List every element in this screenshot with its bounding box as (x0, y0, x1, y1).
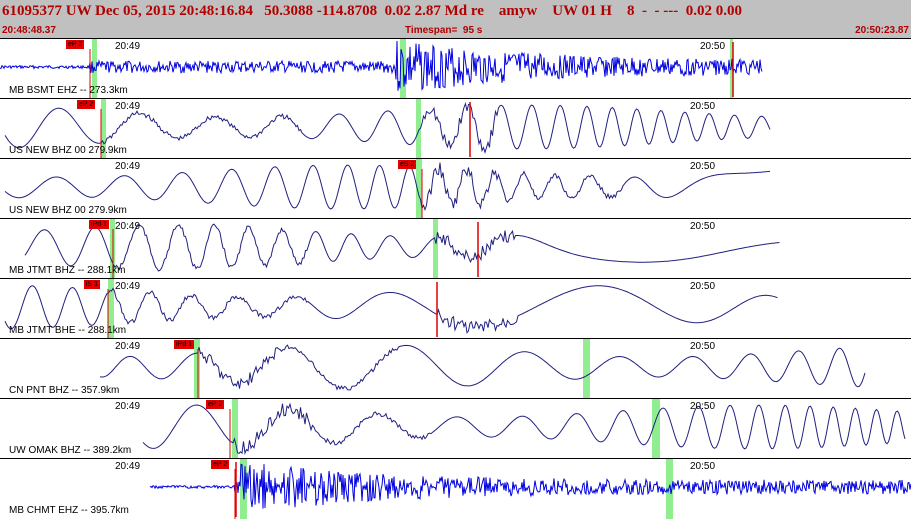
coda-window-marker (433, 219, 438, 279)
waveform (142, 399, 906, 459)
waveform-line (4, 162, 771, 212)
time-tick-label: 20:50 (690, 341, 716, 352)
phase-pick-label[interactable]: eS 2 (398, 160, 417, 169)
waveform-line (0, 40, 763, 91)
channel-label: US NEW BHZ 00 279.9km (9, 205, 127, 216)
time-tick-label: 20:50 (700, 41, 726, 52)
phase-pick-label[interactable]: eP 2 (211, 460, 230, 469)
coda-window-marker (101, 99, 106, 159)
trace-row[interactable]: iPd 1 20:49 20:50 CN PNT BHZ -- 357.9km (0, 338, 911, 399)
trace-row[interactable]: eP 2 20:49 20:50 MB BSMT EHZ -- 273.3km (0, 38, 911, 99)
coda-window-marker (416, 159, 422, 219)
phase-pick-label[interactable]: iS 1 (84, 280, 101, 289)
waveform-line (142, 402, 906, 455)
phase-pick-label[interactable]: iPd 1 (174, 340, 194, 349)
waveform (99, 339, 866, 399)
channel-label: UW OMAK BHZ -- 389.2km (9, 445, 132, 456)
trace-row[interactable]: eS 2 20:49 20:50 US NEW BHZ 00 279.9km (0, 158, 911, 219)
time-tick-label: 20:49 (115, 401, 141, 412)
timespan: Timespan= 95 s (405, 25, 483, 36)
coda-window-marker (583, 339, 590, 399)
phase-pick-label[interactable]: iPd 1 (89, 220, 109, 229)
waveform (4, 99, 771, 159)
time-tick-label: 20:50 (690, 281, 716, 292)
time-tick-label: 20:49 (115, 461, 141, 472)
time-tick-label: 20:50 (690, 161, 716, 172)
channel-label: MB CHMT EHZ -- 395.7km (9, 505, 129, 516)
trace-row[interactable]: eP 2 20:49 20:50 UW OMAK BHZ -- 389.2km (0, 398, 911, 459)
seismogram-panel: eP 2 20:49 20:50 MB BSMT EHZ -- 273.3km eP 2… (0, 38, 911, 520)
trace-row[interactable]: eP 2 20:49 20:50 MB CHMT EHZ -- 395.7km (0, 458, 911, 519)
end-time: 20:50:23.87 (855, 25, 909, 36)
time-tick-label: 20:49 (115, 341, 141, 352)
waveform (4, 159, 771, 219)
time-tick-label: 20:49 (115, 101, 141, 112)
time-tick-label: 20:49 (115, 281, 141, 292)
waveform-line (149, 463, 911, 509)
waveform-line (4, 285, 778, 334)
channel-label: US NEW BHZ 00 279.9km (9, 145, 127, 156)
event-header: 61095377 UW Dec 05, 2015 20:48:16.84 50.… (0, 0, 911, 38)
time-tick-label: 20:50 (690, 101, 716, 112)
waveform-line (24, 223, 780, 272)
time-tick-label: 20:49 (115, 161, 141, 172)
waveform-line (4, 101, 771, 154)
coda-window-marker (232, 399, 238, 459)
coda-window-marker (108, 279, 114, 339)
trace-row[interactable]: iPd 1 20:49 20:50 MB JTMT BHZ -- 288.1km (0, 218, 911, 279)
waveform (4, 279, 778, 339)
trace-row[interactable]: eP 2 20:49 20:50 US NEW BHZ 00 279.9km (0, 98, 911, 159)
time-tick-label: 20:50 (690, 461, 716, 472)
phase-pick-label[interactable]: eP 2 (66, 40, 85, 49)
channel-label: MB JTMT BHE -- 288.1km (9, 325, 127, 336)
time-tick-label: 20:50 (690, 401, 716, 412)
start-time: 20:48:48.37 (2, 25, 56, 36)
event-summary: 61095377 UW Dec 05, 2015 20:48:16.84 50.… (2, 3, 742, 19)
waveform (0, 39, 763, 99)
phase-pick-label[interactable]: eP 2 (206, 400, 225, 409)
time-tick-label: 20:49 (115, 221, 141, 232)
waveform (149, 459, 911, 519)
coda-window-marker (416, 99, 421, 159)
time-tick-label: 20:50 (690, 221, 716, 232)
phase-pick-label[interactable]: eP 2 (77, 100, 96, 109)
coda-window-marker (652, 399, 660, 459)
channel-label: MB BSMT EHZ -- 273.3km (9, 85, 128, 96)
trace-row[interactable]: iS 1 20:49 20:50 MB JTMT BHE -- 288.1km (0, 278, 911, 339)
channel-label: MB JTMT BHZ -- 288.1km (9, 265, 126, 276)
coda-window-marker (194, 339, 200, 399)
waveform (24, 219, 780, 279)
channel-label: CN PNT BHZ -- 357.9km (9, 385, 120, 396)
time-tick-label: 20:49 (115, 41, 141, 52)
waveform-line (99, 344, 866, 391)
coda-window-marker (666, 459, 673, 519)
